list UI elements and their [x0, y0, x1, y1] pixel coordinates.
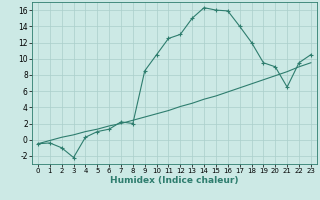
- X-axis label: Humidex (Indice chaleur): Humidex (Indice chaleur): [110, 176, 239, 185]
